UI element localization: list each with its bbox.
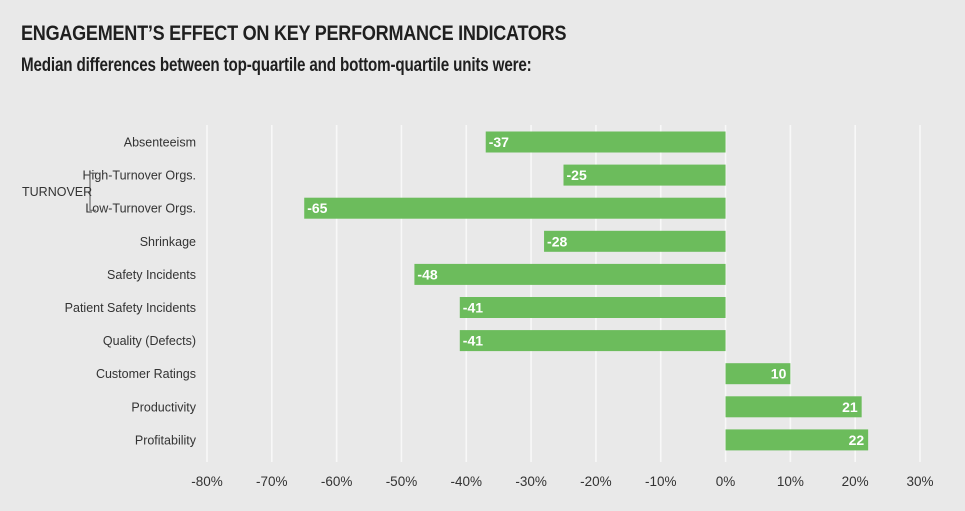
x-tick-label: -20%: [580, 474, 612, 489]
category-label: Low-Turnover Orgs.: [85, 202, 196, 216]
category-label: Customer Ratings: [96, 367, 196, 381]
bar-value-label: -28: [547, 233, 567, 249]
x-tick-label: -10%: [645, 474, 677, 489]
x-tick-label: 20%: [842, 474, 869, 489]
bar: [544, 230, 726, 252]
bar: [725, 363, 791, 385]
bar: [725, 429, 869, 451]
x-tick-label: 30%: [906, 474, 933, 489]
category-label: High-Turnover Orgs.: [83, 169, 196, 183]
chart-subtitle: Median differences between top-quartile …: [21, 55, 532, 76]
bar-value-label: -37: [489, 134, 509, 150]
bar-value-label: -25: [567, 167, 587, 183]
category-label: Patient Safety Incidents: [65, 301, 196, 315]
x-tick-labels: -80% -70% -60% -50% -40% -30% -20% -10% 0% 10% 20%…: [191, 474, 933, 489]
bars: -37 -25 -65 -28 -48 -41 -41 10 21 22: [304, 131, 869, 451]
group-label: TURNOVER: [22, 185, 92, 199]
x-tick-label: 0%: [716, 474, 736, 489]
category-label: Absenteeism: [124, 136, 196, 150]
category-label: Safety Incidents: [107, 268, 196, 282]
bar: [485, 131, 726, 153]
bar: [459, 297, 726, 318]
bar: [414, 263, 726, 285]
category-label: Profitability: [135, 433, 197, 447]
x-tick-label: -70%: [256, 474, 288, 489]
bar-value-label: 10: [771, 366, 787, 382]
chart-title: ENGAGEMENT’S EFFECT ON KEY PERFORMANCE I…: [21, 22, 567, 45]
bar: [459, 330, 726, 352]
category-label: Productivity: [131, 400, 196, 414]
grid-lines: [206, 125, 921, 462]
bar: [725, 396, 862, 418]
bar-value-label: -48: [417, 266, 437, 282]
x-tick-label: -80%: [191, 474, 223, 489]
bar-value-label: -41: [463, 300, 483, 316]
bar-value-label: 21: [842, 399, 858, 415]
category-label: Quality (Defects): [103, 334, 196, 348]
x-tick-label: -40%: [451, 474, 483, 489]
bar-value-label: -65: [307, 200, 327, 216]
category-labels: Absenteeism High-Turnover Orgs. Low-Turnov…: [65, 136, 197, 448]
x-tick-label: -30%: [515, 474, 547, 489]
turnover-group: TURNOVER: [22, 172, 96, 211]
x-tick-label: -50%: [386, 474, 418, 489]
x-tick-label: 10%: [777, 474, 804, 489]
bar-value-label: -41: [463, 333, 483, 349]
bar-value-label: 22: [849, 432, 865, 448]
x-tick-label: -60%: [321, 474, 353, 489]
category-label: Shrinkage: [140, 235, 196, 249]
bar: [304, 197, 726, 219]
bar: [563, 164, 726, 186]
group-bracket: [89, 172, 96, 211]
